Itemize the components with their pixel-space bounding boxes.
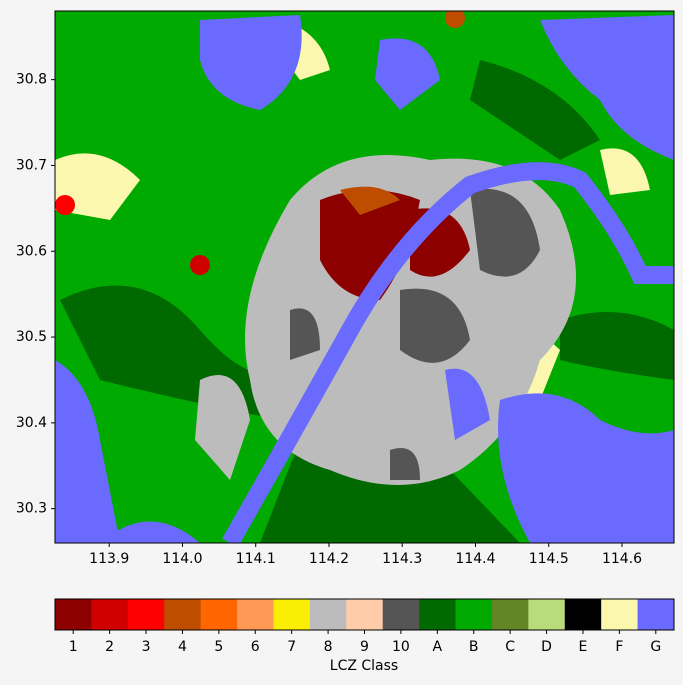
colorbar-tick-label: G [650, 639, 661, 655]
colorbar: 1 2 3 4 5 6 7 8 9 10 A B C D E F G [54, 598, 675, 655]
colorbar-swatch [564, 599, 602, 630]
colorbar-tick-label: 6 [251, 639, 260, 655]
water [498, 393, 674, 543]
colorbar-swatch [200, 599, 238, 630]
colorbar-tick-label: 1 [69, 639, 78, 655]
x-tick-label: 114.3 [382, 551, 422, 567]
colorbar-swatch [491, 599, 529, 630]
colorbar-tick-label: 10 [392, 639, 410, 655]
colorbar-swatch [237, 599, 274, 630]
colorbar-swatch [127, 599, 165, 630]
water [375, 38, 440, 111]
heavy-industry [290, 308, 320, 360]
y-tick-label: 30.3 [16, 501, 47, 517]
compact-low-rise [55, 195, 75, 215]
colorbar-label: LCZ Class [330, 658, 398, 674]
x-tick-label: 114.2 [309, 551, 349, 567]
forest [560, 312, 674, 380]
colorbar-swatch [382, 599, 420, 630]
x-tick-label: 114.4 [455, 551, 495, 567]
compact-low-rise [340, 186, 400, 215]
x-tick-label: 114.6 [602, 551, 642, 567]
colorbar-tick-label: A [433, 639, 443, 655]
colorbar-tick-label: E [579, 639, 588, 655]
colorbar-swatch [164, 599, 202, 630]
colorbar-tick-label: 9 [360, 639, 369, 655]
colorbar-frame [54, 598, 675, 631]
urban-open [195, 375, 250, 480]
bare-soil [600, 148, 650, 195]
colorbar-tick-label: B [469, 639, 479, 655]
colorbar-swatch [528, 599, 566, 630]
bare-soil [55, 153, 140, 220]
colorbar-tick-label: 4 [178, 639, 187, 655]
colorbar-tick-label: 7 [287, 639, 296, 655]
colorbar-swatch [346, 599, 384, 630]
colorbar-swatch [455, 599, 493, 630]
y-tick-label: 30.5 [16, 329, 47, 345]
x-tick-label: 113.9 [89, 551, 129, 567]
heavy-industry [400, 288, 470, 363]
colorbar-swatch [273, 599, 311, 630]
colorbar-tick-label: D [541, 639, 552, 655]
water [100, 521, 200, 543]
colorbar-swatch [55, 599, 92, 630]
water [445, 368, 490, 440]
colorbar-tick-label: F [615, 639, 623, 655]
heavy-industry [470, 188, 540, 277]
colorbar-swatch [601, 599, 639, 630]
heavy-industry [390, 448, 420, 480]
river [222, 162, 674, 543]
colorbar-swatch [419, 599, 457, 630]
water [540, 15, 674, 160]
colorbar-tick-label: C [505, 639, 515, 655]
compact-low-rise [445, 11, 465, 28]
colorbar-tick-label: 3 [142, 639, 151, 655]
compact-mid-rise [190, 255, 210, 275]
forest [60, 285, 300, 420]
colorbar-tick-label: 5 [214, 639, 223, 655]
colorbar-swatch [637, 599, 675, 630]
water [55, 360, 120, 543]
colorbar-swatch [91, 599, 129, 630]
y-tick-label: 30.6 [16, 243, 47, 259]
forest [470, 60, 600, 160]
axes: 113.9 114.0 114.1 114.2 114.3 114.4 114.5 114.6… [16, 72, 642, 567]
plot-frame [54, 10, 675, 544]
y-tick-label: 30.8 [16, 72, 47, 88]
x-tick-label: 114.1 [236, 551, 276, 567]
water [200, 15, 302, 110]
lcz-raster [55, 11, 674, 543]
y-tick-label: 30.4 [16, 415, 47, 431]
x-tick-label: 114.0 [162, 551, 202, 567]
colorbar-tick-label: 8 [324, 639, 333, 655]
y-tick-label: 30.7 [16, 157, 47, 173]
colorbar-tick-label: 2 [105, 639, 114, 655]
colorbar-swatch [309, 599, 347, 630]
x-tick-label: 114.5 [529, 551, 569, 567]
